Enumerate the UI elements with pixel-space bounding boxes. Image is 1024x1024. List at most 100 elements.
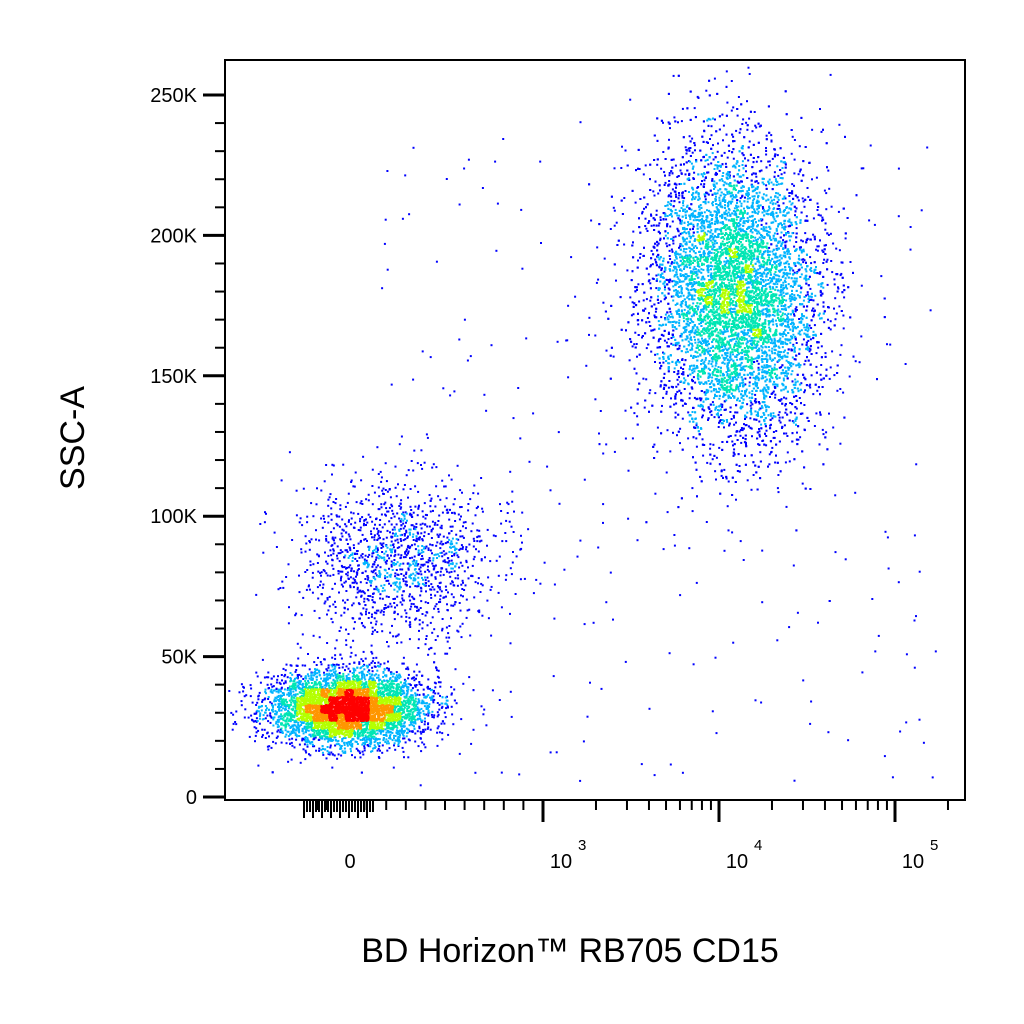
event-dot [398,546,401,549]
event-dot [754,393,757,396]
event-dot [711,202,714,205]
event-dot [874,650,877,653]
event-dot [672,431,674,434]
event-dot [396,538,399,541]
event-dot [245,694,248,697]
event-dot [433,588,436,591]
event-dot [418,629,420,632]
event-dot [750,401,753,404]
event-dot [701,438,704,441]
event-dot [416,462,419,465]
event-dot [540,242,542,244]
event-dot [654,180,657,183]
event-dot [708,156,711,159]
event-dot [676,373,679,376]
event-dot [334,600,336,603]
event-dot [886,536,889,539]
event-dot [255,717,258,720]
event-dot [371,750,374,753]
event-dot [288,606,290,609]
event-dot [744,164,747,167]
event-dot [271,685,274,688]
event-dot [347,556,350,559]
event-dot [415,663,418,666]
event-dot [789,285,792,288]
event-dot [642,299,645,302]
event-dot [361,553,364,555]
event-dot [390,573,393,576]
event-dot [490,634,493,637]
data-points [228,66,937,787]
event-dot [240,683,243,686]
event-dot [232,713,235,716]
event-dot [510,573,513,576]
event-dot [757,141,760,144]
event-dot [415,522,418,525]
event-dot [420,449,423,452]
event-dot [688,173,691,176]
event-dot [443,559,446,562]
event-dot [384,577,387,580]
event-dot [418,683,421,686]
event-dot [356,586,359,589]
event-dot [378,757,381,759]
event-dot [727,529,730,532]
event-dot [760,377,763,380]
event-dot [387,660,389,663]
event-dot [706,119,709,122]
event-dot [755,180,758,183]
event-dot [748,396,751,399]
event-dot [394,528,396,531]
event-dot [645,206,647,209]
event-dot [349,538,352,541]
event-dot [797,362,800,365]
event-dot [418,681,421,683]
event-dot [813,261,816,264]
event-dot [805,241,808,244]
event-dot [711,204,714,207]
event-dot [337,572,340,575]
event-dot [286,676,289,679]
event-dot [793,314,796,317]
event-dot [727,144,730,147]
event-dot [414,684,416,687]
event-dot [360,658,363,661]
event-dot [681,771,684,774]
event-dot [797,425,800,428]
event-dot [315,676,318,679]
event-dot [701,408,704,411]
event-dot [421,538,424,541]
event-dot [308,584,310,587]
event-dot [443,711,446,714]
event-dot [781,167,784,169]
event-dot [429,728,432,731]
event-dot [836,372,839,374]
event-dot [860,284,863,287]
event-dot [411,687,414,690]
event-dot [490,585,493,588]
event-dot [376,631,379,633]
event-dot [670,170,673,173]
event-dot [395,523,398,526]
event-dot [361,571,364,574]
event-dot [609,354,612,357]
event-dot [666,237,669,240]
event-dot [737,96,740,98]
event-dot [660,380,663,383]
event-dot [790,221,793,224]
event-dot [725,70,728,73]
event-dot [679,594,682,597]
event-dot [419,737,422,740]
event-dot [635,286,638,289]
event-dot [231,728,234,731]
event-dot [359,526,362,529]
event-dot [425,638,428,640]
event-dot [822,301,825,304]
event-dot [749,153,752,156]
event-dot [754,398,757,400]
event-dot [460,515,462,518]
event-dot [413,543,416,546]
event-dot [376,532,379,535]
event-dot [690,162,693,165]
event-dot [805,294,808,297]
